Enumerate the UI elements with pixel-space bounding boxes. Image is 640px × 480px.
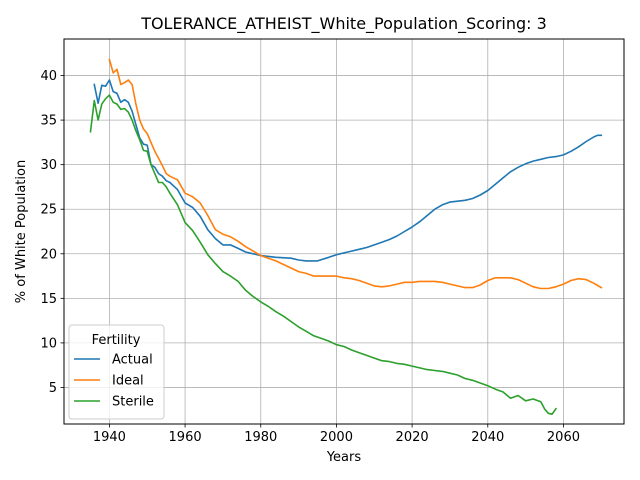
legend: Fertility Actual Ideal Sterile	[68, 324, 165, 420]
y-tick-label: 30	[40, 158, 57, 173]
y-tick-label: 25	[40, 203, 57, 218]
y-tick-label: 5	[49, 381, 57, 396]
series-lines	[89, 58, 603, 416]
x-axis-label: Years	[326, 450, 362, 465]
x-tick-label: 2000	[320, 430, 353, 445]
series-line-ideal	[108, 58, 603, 290]
y-tick-label: 35	[40, 114, 57, 129]
legend-label-actual: Actual	[112, 353, 153, 368]
x-tick-label: 1980	[244, 430, 277, 445]
plot-area	[63, 38, 625, 425]
axis-ticks: 1940 1960 1980 2000 2020 2040 2060 5 10 15 20 25 30 3…	[40, 69, 580, 445]
y-axis-label: % of White Population	[14, 160, 29, 303]
chart-title: TOLERANCE_ATHEIST_White_Population_Scori…	[140, 14, 547, 34]
y-tick-label: 10	[40, 336, 57, 351]
legend-label-sterile: Sterile	[112, 395, 154, 410]
legend-box	[68, 324, 165, 420]
x-tick-label: 2060	[547, 430, 580, 445]
y-tick-label: 15	[40, 292, 57, 307]
series-line-actual	[93, 79, 603, 262]
x-tick-label: 2040	[471, 430, 504, 445]
x-tick-label: 1960	[169, 430, 202, 445]
legend-label-ideal: Ideal	[112, 374, 144, 389]
series-line-sterile	[89, 94, 558, 416]
y-tick-label: 20	[40, 247, 57, 262]
x-tick-label: 2020	[396, 430, 429, 445]
x-tick-label: 1940	[93, 430, 126, 445]
y-tick-label: 40	[40, 69, 57, 84]
legend-title: Fertility	[92, 333, 141, 348]
